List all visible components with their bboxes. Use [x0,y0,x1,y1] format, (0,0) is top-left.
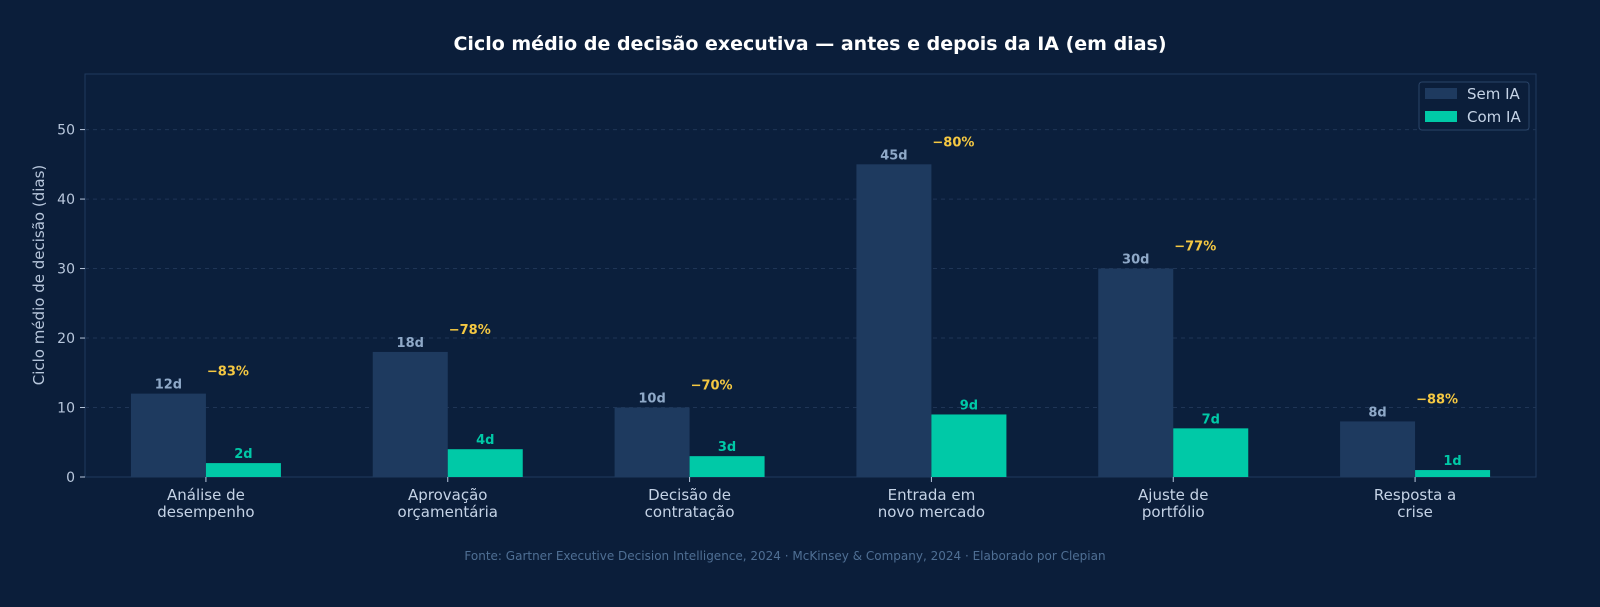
value-label: 7d [1202,412,1220,427]
reduction-label: −78% [449,323,491,338]
reduction-label: −83% [207,365,249,380]
value-label: 3d [718,440,736,455]
y-axis-label: Ciclo médio de decisão (dias) [30,165,48,386]
bars [130,164,1491,478]
x-tick-label: Entrada em [888,486,976,504]
y-tick-label: 30 [57,262,75,278]
y-tick-label: 50 [57,123,75,139]
legend-swatch-com-ia [1425,111,1457,122]
x-tick-label: desempenho [157,503,254,521]
value-label: 8d [1368,405,1386,420]
reduction-label: −88% [1416,392,1458,407]
value-label: 9d [960,398,978,413]
bar-com-ia [205,463,281,477]
x-tick-label: novo mercado [878,503,985,521]
bar-sem-ia [1098,268,1174,477]
reduction-label: −70% [691,379,733,394]
x-tick-label: Aprovação [408,486,487,504]
value-label: 18d [397,336,424,351]
gridlines [85,129,1536,409]
legend-label-sem-ia: Sem IA [1467,85,1521,103]
y-tick-label: 10 [57,401,75,417]
bar-com-ia [447,449,523,477]
x-tick-label: portfólio [1142,503,1205,521]
x-tick-label: Análise de [167,486,245,504]
bar-sem-ia [1340,421,1416,477]
x-tick-label: orçamentária [398,503,498,521]
value-label: 45d [880,148,907,163]
bar-sem-ia [856,164,932,478]
bar-sem-ia [130,393,206,477]
chart-title: Ciclo médio de decisão executiva — antes… [453,33,1166,55]
legend-label-com-ia: Com IA [1467,108,1521,126]
x-tick-label: crise [1397,503,1433,521]
bar-com-ia [1173,428,1249,477]
bar-com-ia [1415,470,1491,477]
value-label: 4d [476,433,494,448]
bar-sem-ia [372,351,448,477]
source-note: Fonte: Gartner Executive Decision Intell… [464,549,1105,563]
bar-com-ia [689,456,765,477]
value-label: 1d [1443,454,1461,469]
y-tick-label: 0 [66,470,75,486]
bar-com-ia [931,414,1007,477]
x-tick-label: Decisão de [648,486,731,504]
value-label: 30d [1122,253,1149,268]
bar-sem-ia [614,407,690,477]
x-tick-label: contratação [645,503,735,521]
reduction-label: −80% [932,135,974,150]
x-tick-label: Resposta a [1374,486,1456,504]
y-tick-label: 20 [57,331,75,347]
x-tick-label: Ajuste de [1138,486,1208,504]
reduction-label: −77% [1174,240,1216,255]
y-tick-label: 40 [57,192,75,208]
value-label: 2d [234,447,252,462]
value-label: 10d [638,392,665,407]
plot-area [84,73,1537,478]
data-labels: 12d 2d −83% 18d 4d −78% 10d 3d −70% 45d 9d −80% 30d 7… [155,135,1462,469]
value-label: 12d [155,378,182,393]
legend-swatch-sem-ia [1425,88,1457,99]
legend: Sem IA Com IA [1418,81,1530,131]
